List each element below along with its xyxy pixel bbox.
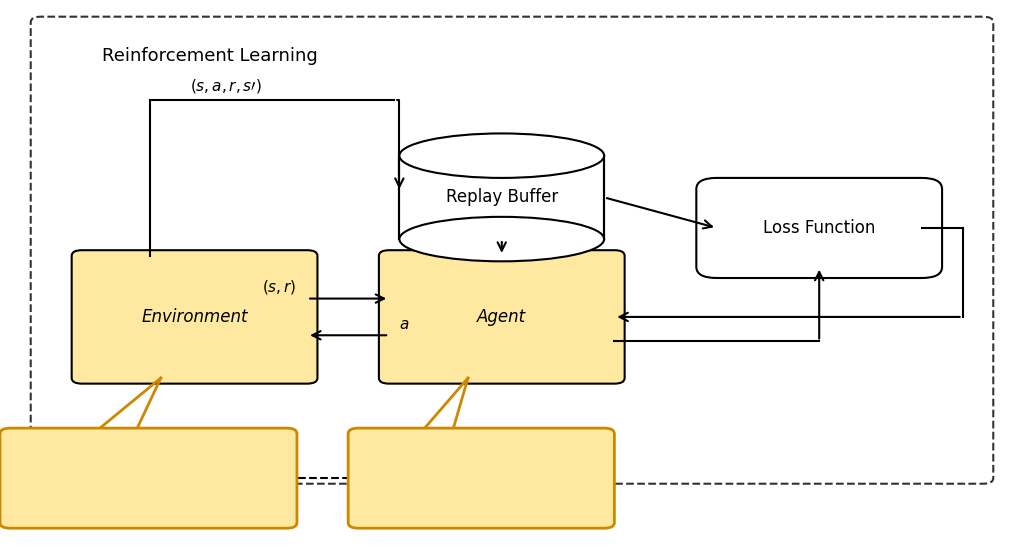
FancyBboxPatch shape [696, 178, 942, 278]
FancyBboxPatch shape [348, 428, 614, 528]
Text: Approximate
"Final goal" with "Step goal": Approximate "Final goal" with "Step goal… [50, 463, 247, 493]
Text: Agent: Agent [477, 308, 526, 326]
Text: $a$: $a$ [399, 317, 410, 332]
Ellipse shape [399, 217, 604, 261]
Text: Approximate
"Table" with Function: Approximate "Table" with Function [409, 463, 554, 493]
FancyBboxPatch shape [379, 250, 625, 384]
Text: Reinforcement Learning: Reinforcement Learning [102, 47, 318, 64]
Text: Loss Function: Loss Function [763, 219, 876, 237]
Ellipse shape [399, 133, 604, 178]
Text: $(s, a, r, s\prime)$: $(s, a, r, s\prime)$ [190, 77, 262, 95]
Polygon shape [399, 156, 604, 239]
Text: $(s, r)$: $(s, r)$ [262, 278, 297, 296]
Text: Replay Buffer: Replay Buffer [445, 188, 558, 206]
FancyBboxPatch shape [0, 428, 297, 528]
Text: Environment: Environment [141, 308, 248, 326]
FancyBboxPatch shape [72, 250, 317, 384]
